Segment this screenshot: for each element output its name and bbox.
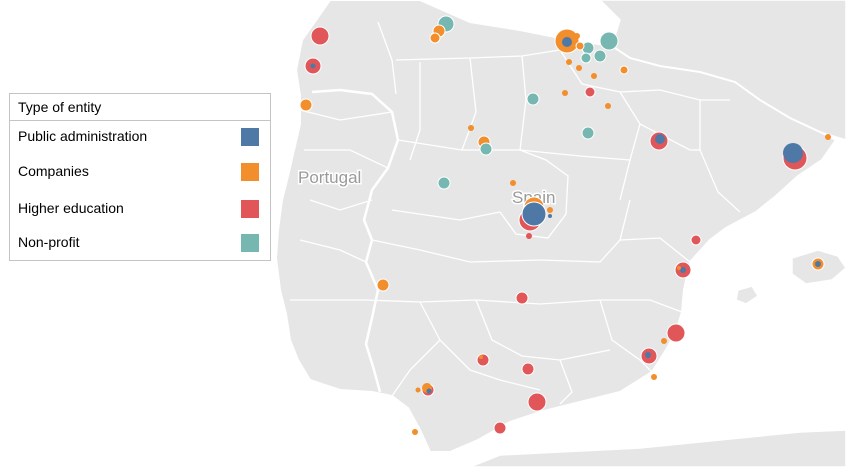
marker-companies[interactable] bbox=[591, 73, 597, 79]
legend-label: Higher education bbox=[18, 200, 124, 216]
marker-public-administration[interactable] bbox=[655, 134, 665, 144]
marker-companies[interactable] bbox=[376, 278, 390, 292]
marker-non-profit[interactable] bbox=[581, 126, 595, 140]
legend-item-higher-education[interactable]: Higher education bbox=[10, 198, 270, 220]
country-label-portugal: Portugal bbox=[298, 168, 361, 187]
legend-label: Companies bbox=[18, 163, 89, 179]
marker-public-administration[interactable] bbox=[815, 261, 821, 267]
marker-non-profit[interactable] bbox=[526, 92, 540, 106]
region-borders bbox=[290, 21, 741, 405]
marker-companies[interactable] bbox=[661, 338, 667, 344]
marker-higher-education[interactable] bbox=[521, 362, 535, 376]
marker-higher-education[interactable] bbox=[310, 26, 330, 46]
legend-divider bbox=[10, 120, 270, 121]
marker-companies[interactable] bbox=[575, 41, 585, 51]
marker-public-administration[interactable] bbox=[562, 37, 572, 47]
marker-non-profit[interactable] bbox=[593, 49, 607, 63]
marker-companies[interactable] bbox=[479, 355, 483, 359]
marker-companies[interactable] bbox=[299, 98, 313, 112]
marker-higher-education[interactable] bbox=[526, 233, 532, 239]
marker-public-administration[interactable] bbox=[310, 63, 316, 69]
legend-title: Type of entity bbox=[18, 99, 102, 115]
marker-companies[interactable] bbox=[651, 374, 657, 380]
marker-companies[interactable] bbox=[412, 429, 418, 435]
legend-item-public-administration[interactable]: Public administration bbox=[10, 126, 270, 148]
legend-swatch-non-profit bbox=[241, 234, 259, 252]
legend-swatch-higher-education bbox=[241, 200, 259, 218]
marker-public-administration[interactable] bbox=[783, 143, 803, 163]
marker-companies[interactable] bbox=[825, 134, 831, 140]
marker-companies[interactable] bbox=[574, 33, 580, 39]
marker-companies[interactable] bbox=[677, 266, 681, 270]
marker-non-profit[interactable] bbox=[599, 31, 619, 51]
ibiza bbox=[735, 285, 760, 305]
marker-public-administration[interactable] bbox=[645, 352, 651, 358]
marker-companies[interactable] bbox=[468, 125, 474, 131]
legend-swatch-companies bbox=[241, 163, 259, 181]
iberia-landmass bbox=[274, 0, 838, 453]
marker-companies[interactable] bbox=[605, 103, 611, 109]
entity-markers[interactable] bbox=[299, 15, 831, 435]
north-africa-landmass bbox=[469, 429, 846, 467]
marker-higher-education[interactable] bbox=[666, 323, 686, 343]
marker-non-profit[interactable] bbox=[479, 142, 493, 156]
legend-item-non-profit[interactable]: Non-profit bbox=[10, 232, 270, 254]
marker-higher-education[interactable] bbox=[493, 421, 507, 435]
marker-higher-education[interactable] bbox=[515, 291, 529, 305]
legend: Type of entity Public administration Com… bbox=[9, 93, 271, 261]
marker-higher-education[interactable] bbox=[584, 86, 596, 98]
legend-item-companies[interactable]: Companies bbox=[10, 161, 270, 183]
marker-companies[interactable] bbox=[547, 207, 553, 213]
legend-swatch-public-administration bbox=[241, 128, 259, 146]
marker-companies[interactable] bbox=[576, 65, 582, 71]
legend-label: Public administration bbox=[18, 128, 148, 144]
portugal-spain-border bbox=[311, 88, 400, 393]
marker-higher-education[interactable] bbox=[476, 353, 490, 367]
marker-higher-education[interactable] bbox=[527, 392, 547, 412]
marker-public-administration[interactable] bbox=[521, 201, 547, 227]
marker-companies[interactable] bbox=[562, 90, 568, 96]
marker-companies[interactable] bbox=[429, 32, 441, 44]
marker-public-administration[interactable] bbox=[680, 267, 686, 273]
marker-non-profit[interactable] bbox=[580, 52, 592, 64]
marker-public-administration[interactable] bbox=[548, 214, 552, 218]
marker-companies[interactable] bbox=[619, 65, 629, 75]
marker-companies[interactable] bbox=[415, 387, 421, 393]
marker-companies[interactable] bbox=[566, 59, 572, 65]
legend-label: Non-profit bbox=[18, 234, 80, 250]
marker-companies[interactable] bbox=[510, 180, 516, 186]
marker-public-administration[interactable] bbox=[426, 388, 432, 394]
marker-higher-education[interactable] bbox=[690, 234, 702, 246]
marker-non-profit[interactable] bbox=[437, 176, 451, 190]
